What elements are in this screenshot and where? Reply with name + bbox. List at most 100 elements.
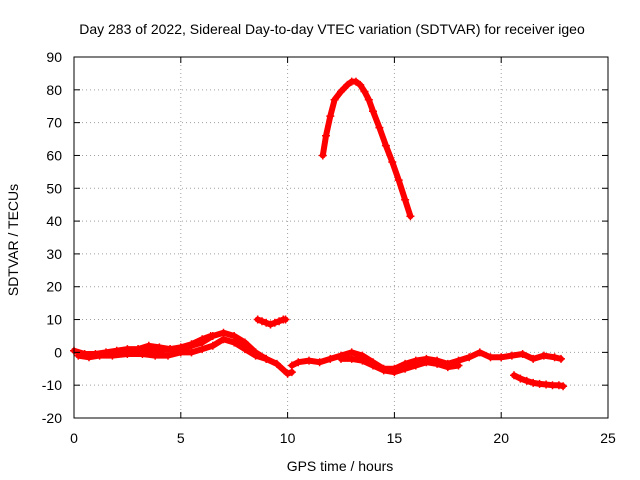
data-point xyxy=(539,351,548,360)
data-point xyxy=(529,354,538,363)
data-point xyxy=(510,371,518,380)
data-point xyxy=(283,369,292,378)
data-point xyxy=(270,318,279,327)
data-point xyxy=(337,354,345,363)
data-point xyxy=(326,112,335,121)
data-point xyxy=(144,341,153,350)
data-series-layer xyxy=(70,77,568,391)
data-point xyxy=(281,315,290,324)
data-point xyxy=(134,345,143,354)
data-point xyxy=(74,351,83,360)
data-point xyxy=(108,351,117,360)
data-point xyxy=(330,95,339,104)
chart-title: Day 283 of 2022, Sidereal Day-to-day VTE… xyxy=(79,21,585,37)
y-tick-label: 60 xyxy=(46,147,62,163)
data-point xyxy=(516,374,525,383)
data-point xyxy=(219,335,228,344)
data-point xyxy=(401,364,410,373)
y-tick-label: 90 xyxy=(46,49,62,65)
data-point xyxy=(411,361,420,370)
data-point xyxy=(95,351,104,360)
data-point xyxy=(164,351,172,360)
data-point xyxy=(406,212,415,221)
data-point xyxy=(266,320,275,329)
data-point xyxy=(369,107,377,116)
y-tick-label: 20 xyxy=(46,279,62,295)
x-tick-label: 25 xyxy=(600,430,616,446)
data-point xyxy=(322,131,330,140)
data-point xyxy=(198,335,207,344)
data-point xyxy=(166,345,175,354)
data-point xyxy=(465,353,474,362)
data-point xyxy=(497,353,506,362)
data-point xyxy=(318,151,327,160)
data-point xyxy=(381,141,390,150)
data-point xyxy=(390,368,399,377)
data-point xyxy=(123,350,132,358)
data-point xyxy=(358,356,367,365)
data-point xyxy=(138,350,147,358)
data-point xyxy=(554,381,563,390)
data-point xyxy=(522,376,531,385)
y-tick-label: 50 xyxy=(46,180,62,196)
data-point xyxy=(230,338,239,347)
data-point xyxy=(187,340,196,349)
data-point xyxy=(272,359,281,368)
x-tick-label: 20 xyxy=(493,430,509,446)
data-point xyxy=(475,348,484,357)
x-tick-label: 15 xyxy=(387,430,403,446)
data-point xyxy=(206,332,215,340)
data-point xyxy=(364,95,373,104)
data-point xyxy=(240,345,249,354)
data-point xyxy=(287,361,296,370)
x-tick-label: 10 xyxy=(280,430,296,446)
data-point xyxy=(454,361,463,370)
x-tick-label: 5 xyxy=(177,430,185,446)
data-point xyxy=(518,350,527,358)
data-point xyxy=(208,341,217,350)
data-point xyxy=(347,354,356,363)
data-point xyxy=(294,358,303,367)
data-point xyxy=(258,317,266,326)
data-point xyxy=(360,87,369,96)
data-point xyxy=(375,123,384,132)
data-point xyxy=(433,359,442,368)
data-point xyxy=(155,343,164,352)
y-tick-label: 0 xyxy=(54,344,62,360)
axis-ticks: 0 5 10 15 20 25 -20 -10 0 10 20 30 40 50 60 70 80 90 xyxy=(42,49,616,446)
data-point xyxy=(337,87,345,96)
data-point xyxy=(176,343,185,352)
data-point xyxy=(343,80,352,89)
data-point xyxy=(486,353,495,362)
data-point xyxy=(356,80,365,89)
data-point xyxy=(557,354,565,363)
data-point xyxy=(401,195,410,204)
data-point xyxy=(379,366,388,375)
data-point xyxy=(305,356,313,365)
data-point xyxy=(262,318,271,327)
data-point xyxy=(352,77,360,86)
plot-frame xyxy=(73,56,609,419)
data-point xyxy=(443,363,452,372)
y-tick-label: 70 xyxy=(46,115,62,131)
data-point xyxy=(529,378,538,387)
y-tick-label: 40 xyxy=(46,213,62,229)
data-point xyxy=(262,354,271,363)
data-point xyxy=(507,351,516,360)
data-point xyxy=(85,353,93,362)
data-point xyxy=(559,382,568,391)
data-point xyxy=(369,361,377,370)
y-tick-label: 30 xyxy=(46,246,62,262)
data-point xyxy=(198,345,207,354)
data-point xyxy=(388,158,397,166)
y-tick-label: -10 xyxy=(42,377,62,393)
data-point xyxy=(326,354,335,363)
y-tick-label: 10 xyxy=(46,312,62,328)
data-point xyxy=(394,176,403,185)
data-point xyxy=(187,348,196,357)
data-point xyxy=(275,317,284,326)
y-tick-label: -20 xyxy=(42,410,62,426)
data-point xyxy=(422,358,431,367)
